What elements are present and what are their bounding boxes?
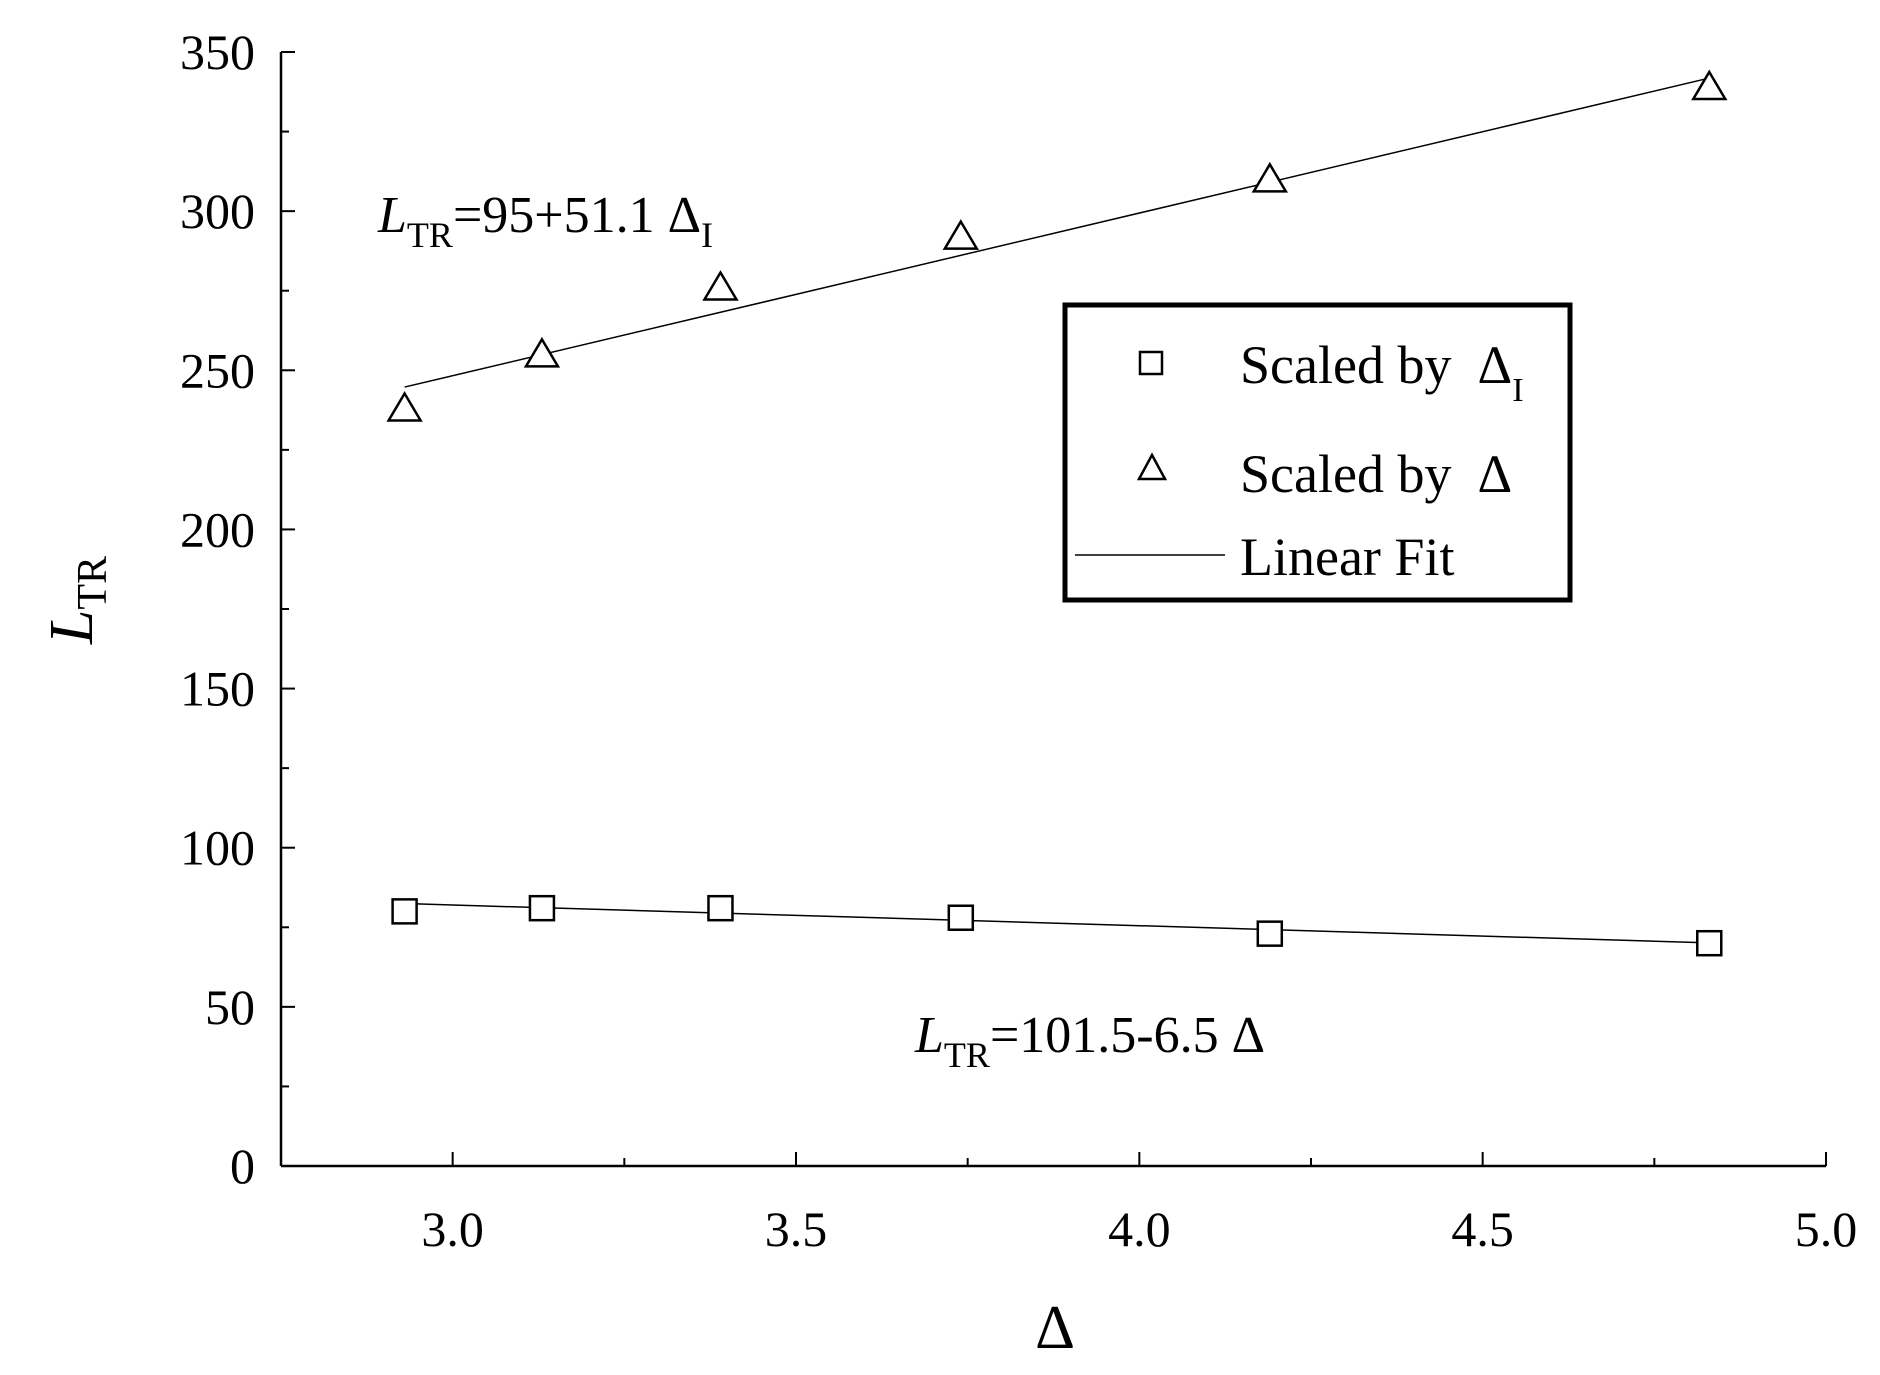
y-tick-label: 250	[180, 342, 255, 398]
legend-triangles-prefix: Scaled by	[1240, 444, 1451, 504]
legend-triangle-marker	[1136, 452, 1168, 481]
fit-equation-triangles: LTR=95+51.1 ΔI	[377, 187, 713, 255]
y-tick-label: 350	[180, 24, 255, 80]
y-tick-label: 300	[180, 183, 255, 239]
square-marker	[947, 904, 975, 931]
triangle-marker	[386, 391, 423, 422]
y-tick-label: 150	[180, 661, 255, 717]
eq1-main: L	[377, 187, 407, 244]
eq2-rest: =101.5-6.5 Δ	[990, 1007, 1265, 1064]
fit-equation-squares: LTR=101.5-6.5 Δ	[914, 1007, 1265, 1075]
square-marker	[707, 894, 734, 922]
y-tick-label: 0	[230, 1138, 255, 1194]
y-tick-label: 200	[180, 501, 255, 557]
legend-label-squares: Scaled by ΔI	[1240, 335, 1524, 409]
x-tick-label: 4.5	[1451, 1201, 1514, 1257]
triangle-marker	[1251, 161, 1288, 193]
x-tick-label: 3.0	[421, 1201, 484, 1257]
triangle-marker	[942, 219, 979, 250]
legend-label-triangles: Scaled by Δ	[1240, 444, 1512, 504]
triangle-marker	[523, 336, 561, 368]
eq1-rest: =95+51.1 Δ	[453, 187, 701, 244]
legend-label-fit: Linear Fit	[1240, 527, 1454, 587]
fit-lines	[404, 77, 1710, 944]
eq1-sub: TR	[407, 215, 453, 255]
fit-line-square	[404, 902, 1710, 944]
legend-squares-symbol: Δ	[1477, 335, 1512, 395]
legend: Scaled by ΔI Scaled by Δ Linear Fit	[1062, 302, 1573, 603]
square-marker	[528, 894, 556, 922]
y-axis-title-sub: TR	[70, 556, 116, 610]
y-axis-title: LTR	[38, 556, 116, 645]
legend-box	[1062, 302, 1573, 603]
eq1-tail-sub: I	[701, 215, 713, 255]
data-markers	[386, 69, 1728, 957]
x-tick-label: 3.5	[765, 1201, 828, 1257]
fit-line-triangle	[404, 77, 1710, 388]
y-tick-label: 100	[180, 820, 255, 876]
triangle-marker	[1691, 69, 1728, 101]
square-marker	[1696, 929, 1723, 957]
x-tick-label: 5.0	[1795, 1201, 1858, 1257]
legend-triangles-symbol: Δ	[1477, 444, 1512, 504]
y-axis-title-main: L	[38, 610, 106, 645]
eq2-sub: TR	[944, 1035, 990, 1075]
eq2-main: L	[914, 1007, 944, 1064]
square-marker	[391, 898, 418, 925]
x-axis-title: Δ	[1035, 1294, 1075, 1362]
ticks: 0 50 100 150 200 250 300 350 3.0 3.5 4.0 4.5 5.0	[180, 24, 1857, 1257]
legend-squares-prefix: Scaled by	[1240, 335, 1451, 395]
triangle-marker	[702, 270, 739, 301]
x-tick-label: 4.0	[1108, 1201, 1171, 1257]
legend-squares-sub: I	[1512, 372, 1523, 409]
legend-square-marker	[1138, 350, 1164, 376]
square-marker	[1256, 920, 1284, 947]
y-tick-label: 50	[205, 979, 255, 1035]
